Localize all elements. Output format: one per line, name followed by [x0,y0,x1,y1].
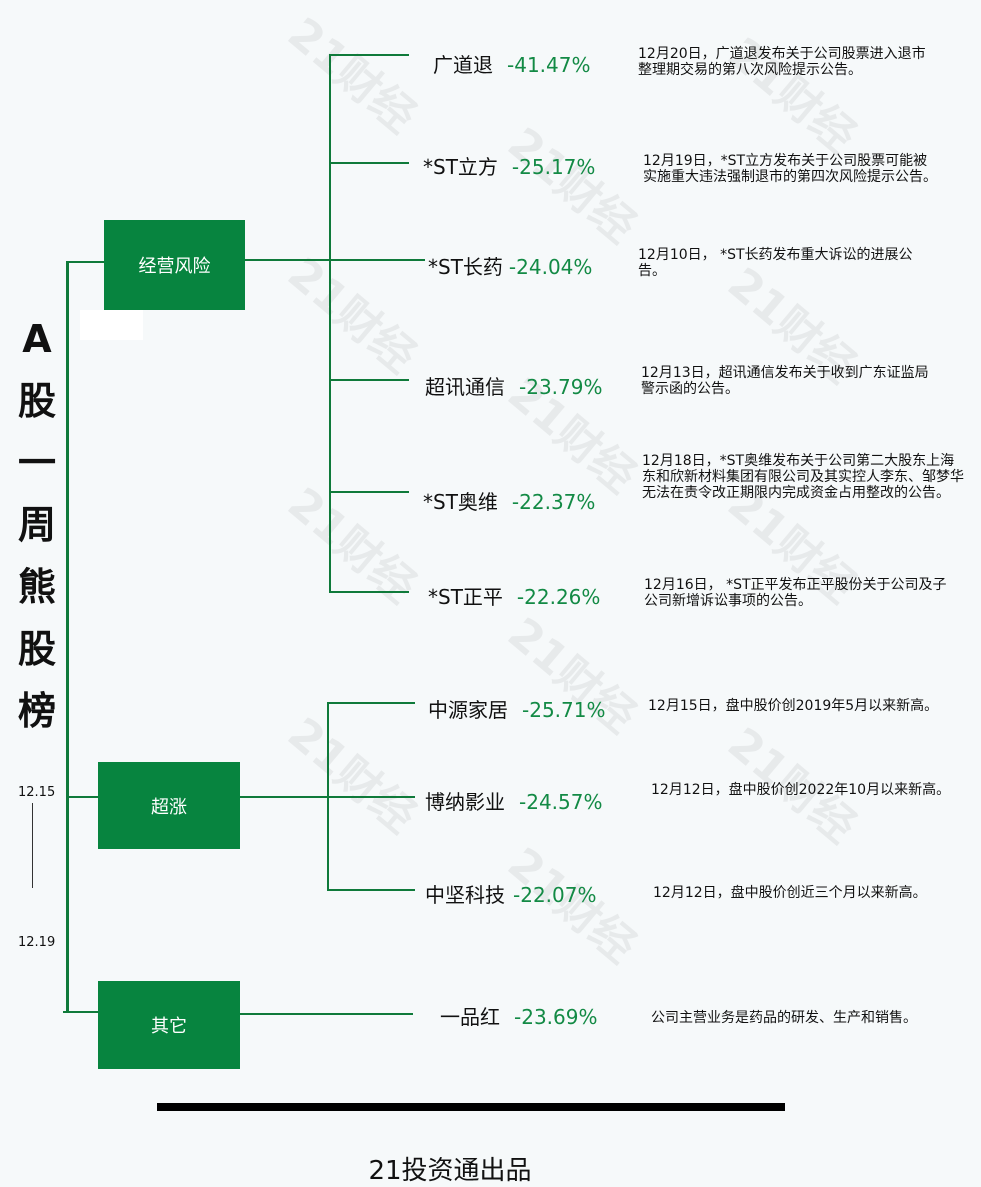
stock-note: 12月20日，广道退发布关于公司股票进入退市整理期交易的第八次风险提示公告。 [638,46,926,78]
stock-name: *ST奥维 [423,490,498,514]
stock-name: 中源家居 [428,698,508,722]
stock-item: *ST立方 -25.17% [423,151,595,180]
stock-name: 超讯通信 [425,375,505,399]
connector [329,379,409,381]
stock-item: 超讯通信 -23.79% [425,371,602,400]
watermark: 21财经 [498,117,646,253]
stock-name: 中坚科技 [425,883,505,907]
stock-change: -24.57% [519,790,603,814]
group-box-other: 其它 [98,981,240,1069]
connector [66,796,98,798]
stock-change: -23.79% [519,375,603,399]
trunk-line [66,261,69,1013]
connector [240,1013,413,1015]
connector [327,702,415,704]
connector [63,1011,98,1013]
end-date: 12.19 [18,935,56,950]
stock-note: 12月16日， *ST正平发布正平股份关于公司及子公司新增诉讼事项的公告。 [644,577,947,609]
watermark: 21财经 [278,7,426,143]
branch-line [329,54,331,593]
stock-change: -23.69% [514,1005,598,1029]
stock-name: 博纳影业 [425,790,505,814]
footer-credit: 21投资通出品 [368,1156,532,1186]
date-range-line [32,803,33,888]
stock-name: *ST立方 [423,155,498,179]
watermark: 21财经 [278,707,426,843]
stock-change: -25.17% [511,155,596,179]
branch-line [327,702,329,891]
stock-note: 12月19日，*ST立方发布关于公司股票可能被实施重大违法强制退市的第四次风险提… [643,153,937,185]
stock-note: 12月12日，盘中股价创近三个月以来新高。 [653,885,927,901]
stock-note: 12月10日， *ST长药发布重大诉讼的进展公告。 [638,247,913,279]
connector [329,591,409,593]
stock-change: -25.71% [522,698,606,722]
stock-change: -22.26% [516,585,601,609]
divider-bar [157,1103,785,1111]
stock-item: 中坚科技 -22.07% [425,879,596,908]
connector [245,259,425,261]
stock-item: *ST正平 -22.26% [428,581,600,610]
stock-item: *ST长药 -24.04% [428,251,592,280]
stock-note: 公司主营业务是药品的研发、生产和销售。 [651,1010,917,1026]
stock-change: -22.37% [511,490,596,514]
stock-change: -41.47% [507,53,591,77]
connector [329,162,409,164]
watermark: 21财经 [278,247,426,383]
stock-note: 12月13日，超讯通信发布关于收到广东证监局警示函的公告。 [641,365,929,397]
stock-item: 一品红 -23.69% [440,1001,597,1030]
stock-name: *ST长药 [428,255,503,279]
connector [329,54,409,56]
watermark: 21财经 [718,27,866,163]
stock-name: 一品红 [440,1005,500,1029]
stock-name: *ST正平 [428,585,503,609]
stock-change: -24.04% [508,255,593,279]
stock-change: -22.07% [513,883,597,907]
page-title: A股一周熊股榜 [17,317,56,733]
stock-name: 广道退 [433,53,493,77]
stock-item: 广道退 -41.47% [433,49,590,78]
stock-item: *ST奥维 -22.37% [423,486,595,515]
blank-patch [80,310,143,340]
stock-note: 12月18日，*ST奥维发布关于公司第二大股东上海东和欣新材料集团有限公司及其实… [642,453,964,501]
stock-item: 博纳影业 -24.57% [425,786,602,815]
group-box-operating-risk: 经营风险 [104,220,245,310]
stock-note: 12月12日，盘中股价创2022年10月以来新高。 [651,782,951,798]
connector [66,261,104,263]
connector [327,889,415,891]
group-box-overheated: 超涨 [98,762,240,849]
stock-item: 中源家居 -25.71% [428,694,605,723]
connector [329,491,409,493]
stock-note: 12月15日，盘中股价创2019年5月以来新高。 [648,698,939,714]
start-date: 12.15 [18,785,56,800]
